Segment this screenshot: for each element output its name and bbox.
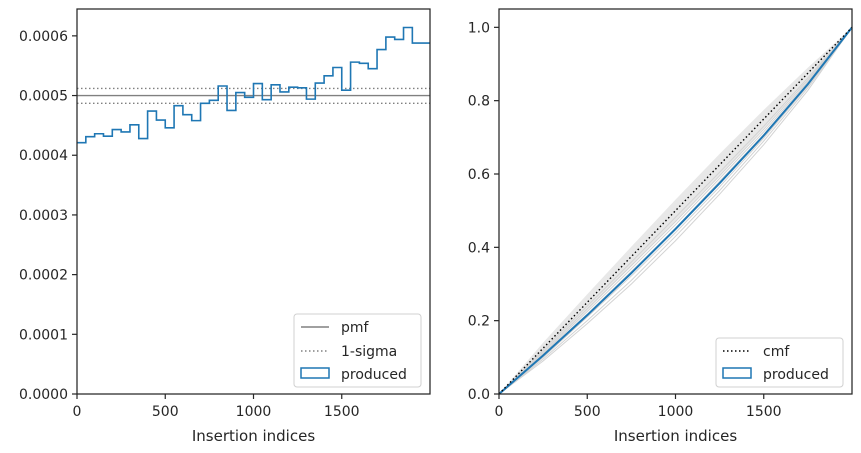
cmf-reference-line xyxy=(498,26,853,395)
pmf-legend-produced-swatch xyxy=(300,367,330,379)
cmf-plot-area xyxy=(498,26,853,395)
cmf-y-tick-label: 0.2 xyxy=(468,314,490,330)
cmf-sigma-band xyxy=(499,27,852,394)
pmf-legend-sigma-label: 1-sigma xyxy=(341,344,397,360)
cmf-legend-cmf-label: cmf xyxy=(763,344,790,360)
cmf-y-tick-label: 0.6 xyxy=(468,167,490,183)
pmf-axes-frame xyxy=(76,8,431,395)
cmf-legend: cmf produced xyxy=(715,337,844,388)
cmf-x-tick-label: 1000 xyxy=(658,404,694,420)
cmf-legend-produced-swatch xyxy=(722,367,752,379)
cmf-y-tick-label: 0.4 xyxy=(468,240,490,256)
pmf-y-tick-label: 0.0006 xyxy=(19,29,68,45)
cmf-y-tick-label: 0.0 xyxy=(468,387,490,403)
pmf-legend-pmf-label: pmf xyxy=(341,320,370,336)
pmf-x-tick-label: 1500 xyxy=(324,404,360,420)
pmf-y-tick-label: 0.0001 xyxy=(19,327,68,343)
pmf-histogram-chart: 0 500 1000 1500 0.00000.00010.00020.00030.0… xyxy=(19,8,431,445)
pmf-x-axis-label: Insertion indices xyxy=(192,427,315,445)
cmf-x-axis-label: Insertion indices xyxy=(614,427,737,445)
cmf-y-tick-label: 1.0 xyxy=(468,20,490,36)
cmf-x-tick-label: 0 xyxy=(495,404,504,420)
cmf-x-tick-label: 500 xyxy=(574,404,601,420)
pmf-x-tick-label: 500 xyxy=(152,404,179,420)
produced-cmf-line xyxy=(498,26,853,395)
cmf-legend-produced-label: produced xyxy=(763,367,829,383)
pmf-y-tick-label: 0.0002 xyxy=(19,268,68,284)
cmf-y-ticks: 0.0 0.2 0.4 0.6 0.8 1.0 xyxy=(468,20,499,403)
pmf-y-tick-label: 0.0004 xyxy=(19,148,68,164)
pmf-x-tick-label: 1000 xyxy=(236,404,272,420)
pmf-x-ticks: 0 500 1000 1500 xyxy=(73,394,360,420)
cmf-sample-curve xyxy=(498,27,853,395)
cmf-x-ticks: 0 500 1000 1500 xyxy=(495,394,782,420)
cmf-sample-curve xyxy=(498,27,853,395)
pmf-y-ticks: 0.0000 0.0001 0.0002 0.0003 0.0004 0.0005 0.00… xyxy=(19,29,77,403)
cmf-sample-curve xyxy=(498,27,853,395)
pmf-y-tick-label: 0.0000 xyxy=(19,387,68,403)
pmf-legend-produced-label: produced xyxy=(341,367,407,383)
cmf-axes-frame xyxy=(498,8,853,395)
pmf-y-tick-label: 0.0003 xyxy=(19,208,68,224)
pmf-plot-area xyxy=(77,26,430,144)
pmf-y-tick-label: 0.0005 xyxy=(19,89,68,105)
produced-histogram-step xyxy=(77,26,430,144)
cmf-y-tick-label: 0.8 xyxy=(468,94,490,110)
cmf-sample-curve xyxy=(498,27,853,395)
cmf-sample-curve xyxy=(498,27,853,395)
cmf-chart: 0 500 1000 1500 0.0 0.2 0.4 0.6 0.8 1.0 Insertio… xyxy=(468,8,853,445)
pmf-x-tick-label: 0 xyxy=(73,404,82,420)
cmf-sample-curve xyxy=(498,27,853,395)
cmf-x-tick-label: 1500 xyxy=(746,404,782,420)
pmf-legend: pmf 1-sigma produced xyxy=(293,313,422,388)
